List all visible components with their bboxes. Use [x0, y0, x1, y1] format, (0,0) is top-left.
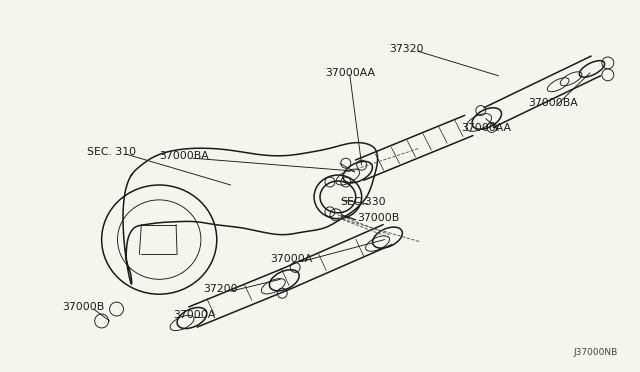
Text: 37000B: 37000B	[62, 302, 104, 312]
Text: 37000B: 37000B	[358, 213, 400, 223]
Text: 37000AA: 37000AA	[461, 124, 511, 134]
Text: 37000BA: 37000BA	[529, 97, 578, 108]
Text: 37000A: 37000A	[173, 310, 215, 320]
Text: 37000AA: 37000AA	[325, 68, 375, 78]
Text: 37320: 37320	[390, 44, 424, 54]
Text: 37000A: 37000A	[270, 254, 312, 264]
Text: SEC.330: SEC.330	[340, 197, 385, 207]
Text: SEC. 310: SEC. 310	[87, 147, 136, 157]
Text: 37200: 37200	[203, 284, 237, 294]
Text: 37000BA: 37000BA	[159, 151, 209, 161]
Text: J37000NB: J37000NB	[573, 348, 618, 357]
